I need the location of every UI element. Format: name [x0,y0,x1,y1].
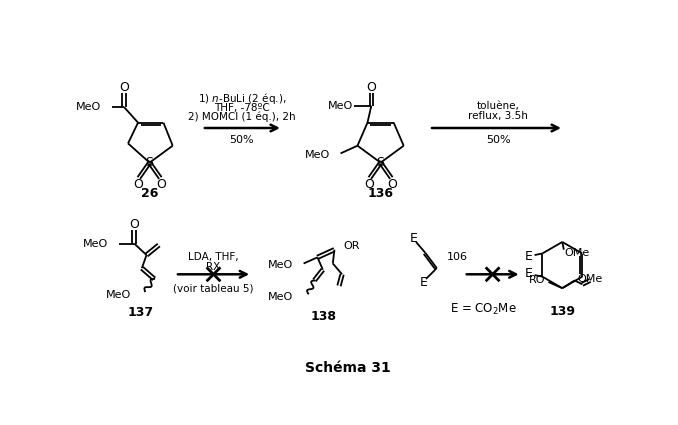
Text: O: O [156,178,166,191]
Text: E = CO$_2$Me: E = CO$_2$Me [450,301,517,317]
Text: O: O [364,178,374,191]
Text: O: O [119,82,129,94]
Text: RX: RX [206,262,220,272]
Text: OMe: OMe [565,248,590,258]
Text: 1) $n$-BuLi (2 éq.),: 1) $n$-BuLi (2 éq.), [198,91,286,106]
Text: O: O [129,218,139,231]
Text: MeO: MeO [106,290,131,300]
Text: E: E [525,250,533,263]
Text: E: E [410,232,418,245]
Text: reflux, 3.5h: reflux, 3.5h [468,110,528,121]
Text: 106: 106 [447,252,468,262]
Text: OMe: OMe [578,274,603,284]
Text: MeO: MeO [268,292,293,303]
Text: 50%: 50% [230,135,254,144]
Text: Schéma 31: Schéma 31 [305,361,391,375]
Text: O: O [366,82,376,94]
Text: THF, -78ºC: THF, -78ºC [214,103,270,113]
Text: 139: 139 [549,305,576,318]
Text: O: O [133,178,143,191]
Text: 2) MOMCl (1 éq.), 2h: 2) MOMCl (1 éq.), 2h [188,112,296,122]
Text: OR: OR [344,241,360,251]
Text: E: E [420,276,428,289]
Text: O: O [387,178,397,191]
Text: toluène,: toluène, [477,102,520,111]
Text: S: S [376,156,384,169]
Text: (voir tableau 5): (voir tableau 5) [174,283,254,293]
Text: LDA, THF,: LDA, THF, [188,252,239,262]
Text: MeO: MeO [83,238,108,249]
Text: MeO: MeO [304,150,330,160]
Text: RO: RO [529,275,545,286]
Text: 26: 26 [141,187,158,200]
Text: 50%: 50% [486,135,511,144]
Text: 138: 138 [311,310,336,323]
Text: S: S [146,156,154,169]
Text: MeO: MeO [327,101,353,110]
Text: 137: 137 [127,306,153,319]
Text: E: E [525,267,533,280]
Text: MeO: MeO [268,260,293,270]
Text: 136: 136 [367,187,394,200]
Text: MeO: MeO [76,102,101,112]
